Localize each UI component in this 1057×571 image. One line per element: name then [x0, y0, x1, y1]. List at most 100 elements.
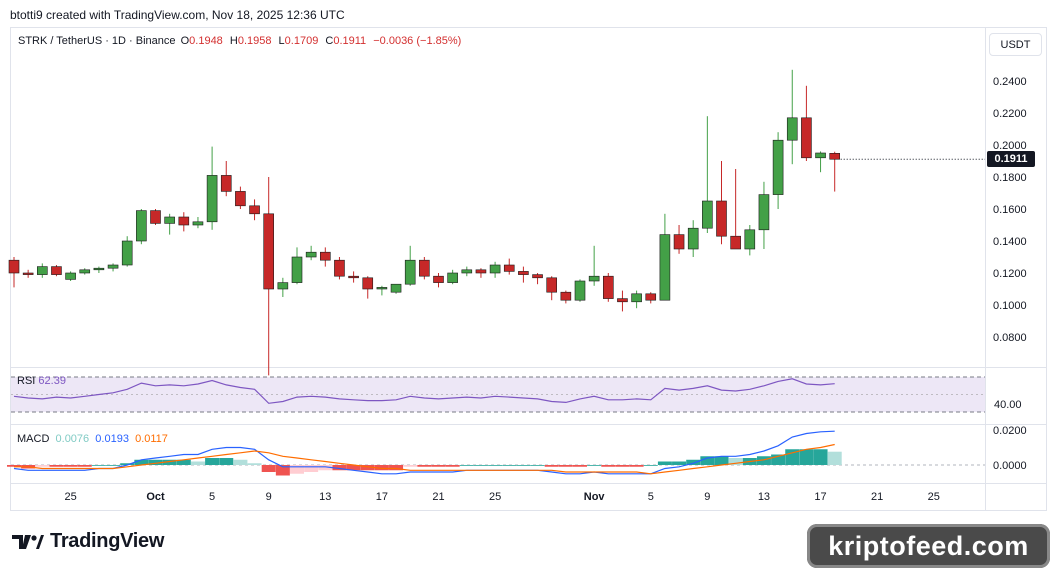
candle-body — [786, 117, 798, 141]
macd-histogram-bar — [346, 465, 361, 471]
rsi-value: 62.39 — [38, 375, 66, 387]
price-tick-label: 0.2000 — [993, 140, 1027, 152]
rsi-level-label: 40.00 — [994, 399, 1022, 411]
candle-body — [36, 266, 48, 275]
macd-histogram-bar — [643, 465, 658, 466]
macd-histogram-bar — [473, 465, 488, 466]
macd-histogram-bar — [445, 465, 460, 467]
candle-body — [334, 259, 345, 277]
price-tick-label: 0.2400 — [993, 76, 1027, 88]
candle-body — [65, 272, 76, 280]
tradingview-logo[interactable]: TradingView — [12, 530, 164, 553]
candle-body — [546, 277, 558, 293]
time-tick-label: 25 — [64, 491, 76, 503]
candles — [8, 69, 985, 376]
candle-body — [93, 267, 105, 271]
candle-body — [532, 274, 543, 279]
macd-histogram-bar — [827, 451, 842, 465]
candle-body — [79, 269, 91, 274]
chart-attribution: btotti9 created with TradingView.com, No… — [10, 8, 345, 22]
macd-histogram-bar — [587, 465, 602, 466]
price-tick-label: 0.1000 — [993, 300, 1027, 312]
rsi-legend: RSI 62.39 — [17, 375, 66, 387]
time-tick-label: 17 — [376, 491, 388, 503]
candle-body — [645, 293, 657, 301]
candle-body — [164, 216, 175, 224]
macd-histogram-bar — [389, 465, 404, 471]
candle-body — [801, 117, 812, 159]
macd-histogram-bar — [629, 465, 644, 467]
candle-body — [107, 264, 119, 269]
candle-body — [503, 264, 515, 272]
time-tick-label: Nov — [584, 491, 606, 503]
macd-histogram-bar — [502, 465, 517, 466]
candle-body — [121, 240, 133, 266]
price-tick-label: 0.1200 — [993, 268, 1027, 280]
candle-body — [150, 210, 161, 224]
macd-histogram-bar — [120, 463, 135, 465]
candle-body — [206, 175, 218, 223]
macd-histogram-bar — [558, 465, 573, 467]
candle-body — [617, 298, 628, 303]
candle-body — [659, 234, 671, 301]
time-tick-label: 17 — [814, 491, 826, 503]
macd-histogram-bar — [672, 461, 687, 465]
kriptofeed-watermark: kriptofeed.com — [807, 524, 1050, 568]
time-tick-label: 25 — [489, 491, 501, 503]
rsi-label: RSI — [17, 375, 36, 387]
rsi-line — [13, 378, 835, 404]
macd-histogram-bar — [176, 459, 191, 465]
candle-body — [178, 216, 190, 226]
macd-histogram-bar — [573, 465, 587, 467]
rsi-pane — [11, 376, 985, 413]
candle-body — [249, 205, 260, 215]
time-tick-label: 21 — [432, 491, 444, 503]
candle-body — [602, 275, 614, 299]
price-tick-label: 0.1400 — [993, 236, 1027, 248]
candle-body — [574, 280, 586, 301]
candle-body — [51, 266, 62, 275]
time-tick-label: 13 — [758, 491, 770, 503]
macd-histogram-bar — [49, 465, 64, 467]
macd-histogram-bar — [756, 456, 771, 465]
macd-histogram-bar — [318, 465, 333, 471]
macd-histogram-bar — [615, 465, 630, 467]
macd-histogram-bar — [35, 465, 50, 467]
candle-body — [560, 291, 572, 301]
macd-tick-label: 0.0200 — [993, 425, 1027, 437]
macd-histogram-bar — [686, 459, 701, 465]
macd-histogram-bar — [601, 465, 616, 467]
candle-body — [376, 287, 388, 290]
candle-body — [489, 264, 501, 274]
ohlc-open: O0.1948 — [180, 35, 223, 47]
macd-histogram-bar — [190, 461, 205, 465]
macd-histogram-bar — [63, 465, 78, 467]
symbol-name: STRK / TetherUS · 1D · Binance — [18, 35, 176, 47]
macd-histogram-bar — [332, 465, 347, 471]
candle-body — [22, 272, 34, 275]
ohlc-low: L0.1709 — [278, 35, 319, 47]
macd-histogram-bar — [657, 461, 672, 465]
candle-body — [518, 271, 529, 275]
macd-histogram-bar — [91, 465, 106, 466]
macd-histogram-bar — [290, 465, 304, 474]
candle-body — [702, 200, 713, 229]
macd-hist-value: 0.0076 — [55, 433, 90, 445]
macd-histogram-bar — [7, 465, 21, 467]
candle-body — [390, 283, 402, 293]
macd-histogram-bar — [275, 465, 290, 476]
macd-histogram-bar — [219, 458, 234, 465]
macd-histogram-bar — [360, 465, 375, 471]
time-tick-label: 5 — [648, 491, 654, 503]
time-tick-label: 25 — [928, 491, 940, 503]
macd-histogram-bar — [813, 449, 828, 465]
candle-body — [419, 259, 430, 277]
candle-body — [461, 269, 473, 274]
time-tick-label: 9 — [266, 491, 272, 503]
macd-histogram-bar — [77, 465, 92, 467]
currency-button[interactable]: USDT — [989, 33, 1042, 56]
last-price-tag: 0.1911 — [987, 151, 1035, 167]
tradingview-logo-text: TradingView — [50, 530, 165, 552]
macd-histogram-bar — [799, 449, 814, 465]
